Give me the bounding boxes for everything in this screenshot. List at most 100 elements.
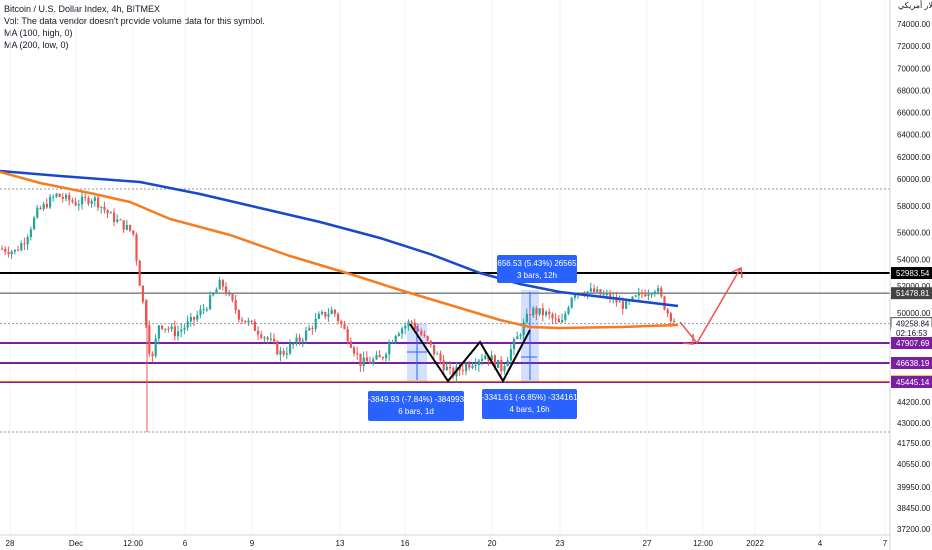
candle-body: [663, 296, 666, 310]
candle-body: [253, 321, 256, 331]
candle-body: [346, 328, 349, 342]
candle-body: [449, 366, 452, 369]
price-tag-label: 51478.81: [896, 289, 930, 298]
candle-body: [333, 309, 336, 314]
candle-body: [644, 294, 647, 297]
candle-body: [113, 212, 116, 222]
candle-body: [266, 337, 269, 340]
candle-body: [39, 207, 42, 209]
candle-body: [29, 229, 32, 238]
candle-body: [279, 350, 282, 355]
candle-body: [356, 353, 359, 355]
candle-body: [157, 325, 160, 339]
candle-body: [461, 370, 464, 372]
candle-body: [538, 308, 541, 315]
measure-boxes: [407, 290, 539, 382]
candle-body: [589, 288, 592, 292]
ma100-legend[interactable]: MA (100, high, 0): [4, 28, 73, 38]
candle-body: [394, 335, 397, 342]
measure-label-line2: 6 bars, 1d: [398, 407, 434, 416]
candle-body: [548, 311, 551, 315]
candle-body: [298, 337, 301, 342]
candle-body: [564, 313, 567, 321]
candle-body: [132, 230, 135, 235]
chart-legend: Bitcoin / U.S. Dollar Index, 4h, BITMEX …: [4, 3, 265, 51]
candle-body: [407, 321, 410, 326]
candle-body: [666, 309, 669, 314]
candle-body: [4, 248, 7, 252]
candle-body: [228, 293, 231, 295]
candle-body: [308, 327, 311, 331]
price-tick-label: 72000.00: [897, 42, 931, 51]
candle-body: [484, 355, 487, 360]
candle-body: [673, 320, 676, 322]
price-tick-label: 68000.00: [897, 86, 931, 95]
candle-body: [657, 288, 660, 292]
candle-body: [561, 320, 564, 323]
candle-body: [71, 200, 74, 203]
candle-body: [26, 237, 29, 245]
price-tick-label: 60000.00: [897, 175, 931, 184]
candle-body: [497, 359, 500, 368]
candle-body: [420, 331, 423, 335]
candle-body: [653, 291, 656, 295]
time-tick-label: 20: [488, 539, 497, 548]
candle-body: [596, 289, 599, 292]
price-tag-label: 47907.69: [896, 339, 930, 348]
price-tick-label: 62000.00: [897, 153, 931, 162]
time-tick-label: 12:00: [123, 539, 144, 548]
candle-body: [343, 324, 346, 329]
candle-body: [273, 338, 276, 342]
price-tick-label: 58000.00: [897, 202, 931, 211]
candle-body: [180, 329, 183, 332]
price-tick-label: 66000.00: [897, 109, 931, 118]
drawings: [409, 266, 743, 384]
measure-label-line1: -3341.61 (-6.85%) -334161: [481, 393, 578, 402]
candle-body: [381, 357, 384, 359]
candle-body: [397, 333, 400, 336]
candle-body: [116, 219, 119, 222]
candle-body: [55, 193, 58, 197]
candle-body: [554, 318, 557, 320]
candle-body: [36, 207, 39, 218]
candle-body: [493, 355, 496, 368]
time-tick-label: 28: [6, 539, 15, 548]
time-tick-label: 13: [336, 539, 345, 548]
candle-body: [84, 196, 87, 198]
candle-body: [433, 344, 436, 355]
candle-body: [151, 353, 154, 357]
candle-body: [337, 313, 340, 322]
price-tick-label: 41750.00: [897, 439, 931, 448]
candle-body: [535, 308, 538, 315]
time-axis: 28 Dec 12:00 6 9 13 16 20 23 27 12:00 2022 4 7: [6, 539, 888, 548]
symbol-title[interactable]: Bitcoin / U.S. Dollar Index, 4h, BITMEX: [4, 4, 161, 14]
candle-body: [621, 301, 624, 309]
candle-body: [260, 334, 263, 338]
volume-note: Vol: The data vendor doesn't provide vol…: [4, 16, 265, 26]
candle-body: [541, 308, 544, 316]
candle-body: [77, 204, 80, 206]
ma200-legend[interactable]: MA (200, low, 0): [4, 40, 69, 50]
price-tag-label: 49258.84: [896, 320, 930, 329]
candle-body: [205, 309, 208, 311]
candle-body: [65, 194, 68, 199]
candle-body: [13, 249, 16, 252]
candle-body: [183, 327, 186, 330]
candle-body: [500, 359, 503, 372]
candle-body: [231, 293, 234, 301]
candle-body: [215, 289, 218, 294]
candle-body: [372, 359, 375, 364]
candle-body: [573, 294, 576, 298]
price-tick-label: 50000.00: [897, 309, 931, 318]
candle-body: [154, 338, 157, 357]
price-tick-label: 56000.00: [897, 229, 931, 238]
candle-body: [468, 364, 471, 368]
candle-body: [68, 194, 71, 201]
candle-body: [314, 318, 317, 329]
candle-body: [90, 200, 93, 204]
price-tag-bg: [891, 357, 932, 369]
candle-body: [401, 328, 404, 334]
moving-averages: [0, 169, 679, 330]
price-tick-label: 54000.00: [897, 255, 931, 264]
